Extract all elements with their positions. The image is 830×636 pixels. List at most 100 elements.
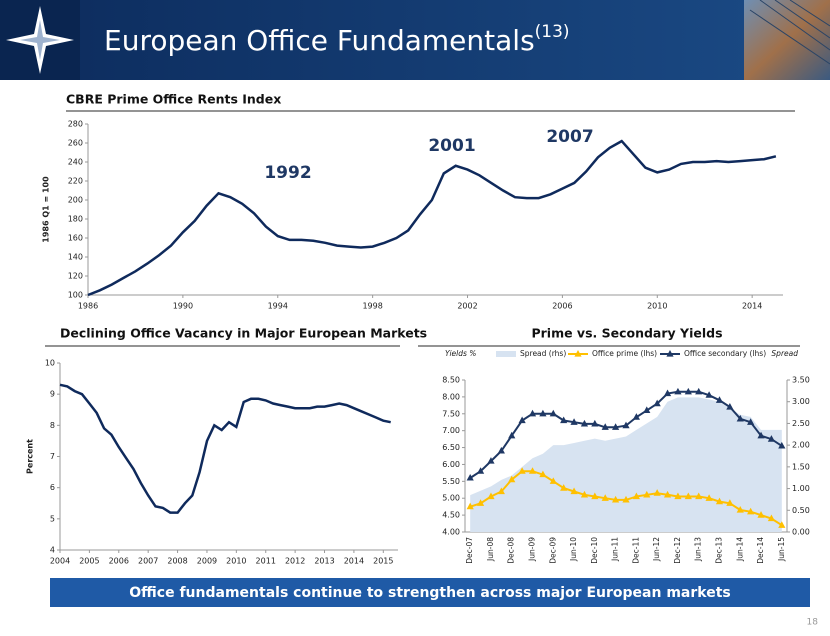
y2-tick-label: 1.50 bbox=[792, 462, 810, 471]
chart-title: Prime vs. Secondary Yields bbox=[531, 326, 722, 341]
y-tick-label: 140 bbox=[68, 253, 83, 262]
yield-marker bbox=[747, 418, 755, 425]
yield-marker bbox=[767, 514, 776, 522]
y-axis-label: Yields % bbox=[445, 349, 476, 358]
y2-tick-label: 3.00 bbox=[792, 397, 810, 406]
yield-marker bbox=[570, 487, 578, 495]
y2-tick-label: 2.50 bbox=[792, 419, 810, 428]
yield-marker bbox=[508, 431, 516, 439]
x-tick-label: Dec-13 bbox=[714, 537, 723, 564]
legend-swatch bbox=[496, 351, 516, 357]
yield-marker bbox=[778, 441, 786, 449]
page-title: European Office Fundamentals(13) bbox=[104, 22, 570, 57]
yield-marker bbox=[466, 473, 474, 481]
yield-marker bbox=[570, 418, 578, 425]
x-tick-label: Jun-08 bbox=[486, 537, 495, 562]
x-tick-label: 2010 bbox=[226, 557, 246, 566]
y-tick-label: 4.50 bbox=[442, 511, 460, 520]
y-tick-label: 220 bbox=[68, 177, 83, 186]
y-tick-label: 4 bbox=[50, 546, 55, 555]
y-tick-label: 5 bbox=[50, 514, 55, 523]
y-tick-label: 10 bbox=[45, 359, 55, 368]
x-tick-label: 2010 bbox=[647, 302, 667, 311]
yield-marker bbox=[757, 511, 765, 518]
page-number: 18 bbox=[807, 618, 819, 628]
yield-marker bbox=[612, 423, 620, 430]
data-line bbox=[59, 383, 391, 514]
yield-marker bbox=[539, 470, 547, 478]
y-tick-label: 200 bbox=[68, 196, 83, 205]
legend-label: Office prime (lhs) bbox=[592, 349, 657, 358]
y-axis-label: 1986 Q1 = 100 bbox=[42, 176, 51, 243]
data-line bbox=[87, 139, 777, 297]
yield-marker bbox=[695, 492, 703, 500]
yield-marker bbox=[539, 409, 547, 417]
footer-banner bbox=[50, 578, 810, 607]
yield-marker bbox=[643, 406, 651, 413]
yield-marker bbox=[757, 431, 765, 439]
yield-marker bbox=[528, 467, 537, 474]
x-tick-label: 2006 bbox=[552, 302, 572, 311]
y-tick-label: 280 bbox=[68, 120, 83, 129]
yield-marker bbox=[778, 521, 786, 528]
chart-title: Declining Office Vacancy in Major Europe… bbox=[60, 326, 427, 341]
yield-marker bbox=[715, 497, 724, 505]
y-tick-label: 260 bbox=[68, 139, 83, 148]
x-tick-label: Jun-13 bbox=[694, 537, 703, 562]
x-tick-label: 2004 bbox=[50, 557, 70, 566]
yield-marker bbox=[684, 492, 692, 500]
yield-marker bbox=[736, 506, 744, 513]
yield-marker bbox=[497, 487, 505, 495]
logo-star-inner bbox=[20, 20, 60, 60]
x-tick-label: Dec-09 bbox=[548, 537, 557, 564]
y-tick-label: 9 bbox=[50, 390, 55, 399]
x-tick-label: Jun-09 bbox=[528, 537, 537, 562]
x-tick-label: Jun-14 bbox=[735, 537, 744, 562]
yield-marker bbox=[549, 477, 557, 484]
legend-marker bbox=[666, 350, 674, 357]
y-tick-label: 8 bbox=[50, 421, 55, 430]
yield-marker bbox=[726, 403, 734, 410]
yield-marker bbox=[767, 435, 776, 442]
x-tick-label: 2008 bbox=[167, 557, 187, 566]
yield-marker bbox=[518, 467, 526, 474]
y-tick-label: 4.00 bbox=[442, 528, 460, 537]
x-tick-label: Dec-08 bbox=[507, 537, 516, 564]
x-tick-label: 2007 bbox=[138, 557, 158, 566]
y-tick-label: 8.00 bbox=[442, 392, 460, 401]
footer-text: Office fundamentals continue to strength… bbox=[129, 585, 730, 601]
yield-marker bbox=[747, 507, 755, 515]
x-tick-label: 2015 bbox=[373, 557, 393, 566]
yield-marker bbox=[580, 490, 589, 498]
yield-marker bbox=[560, 484, 568, 491]
annotation: 2001 bbox=[428, 136, 475, 156]
y-tick-label: 5.50 bbox=[442, 477, 460, 486]
yield-marker bbox=[736, 414, 744, 422]
x-tick-label: 1986 bbox=[78, 302, 98, 311]
yield-marker bbox=[674, 387, 682, 395]
yield-marker bbox=[591, 419, 599, 427]
x-tick-label: Dec-14 bbox=[756, 537, 765, 564]
title-text: European Office Fundamentals bbox=[104, 24, 535, 57]
yield-marker bbox=[663, 389, 672, 397]
yield-marker bbox=[622, 421, 630, 429]
x-tick-label: 2005 bbox=[79, 557, 99, 566]
x-tick-label: 2013 bbox=[314, 557, 334, 566]
y2-axis-label: Spread bbox=[771, 349, 798, 358]
y2-tick-label: 2.00 bbox=[792, 441, 810, 450]
y-tick-label: 7 bbox=[50, 452, 55, 461]
y-tick-label: 6.50 bbox=[442, 443, 460, 452]
yield-marker bbox=[653, 399, 661, 407]
x-tick-label: 2009 bbox=[197, 557, 217, 566]
yield-marker bbox=[622, 495, 630, 503]
chart-title: CBRE Prime Office Rents Index bbox=[66, 92, 281, 107]
yield-marker bbox=[705, 494, 713, 501]
annotation: 2007 bbox=[546, 127, 593, 147]
y2-tick-label: 1.00 bbox=[792, 484, 810, 493]
yield-marker bbox=[528, 409, 537, 417]
y-axis-label: Percent bbox=[26, 439, 35, 474]
yield-marker bbox=[632, 413, 640, 420]
yield-marker bbox=[497, 446, 505, 454]
yield-marker bbox=[487, 457, 495, 464]
title-superscript: (13) bbox=[535, 22, 570, 42]
